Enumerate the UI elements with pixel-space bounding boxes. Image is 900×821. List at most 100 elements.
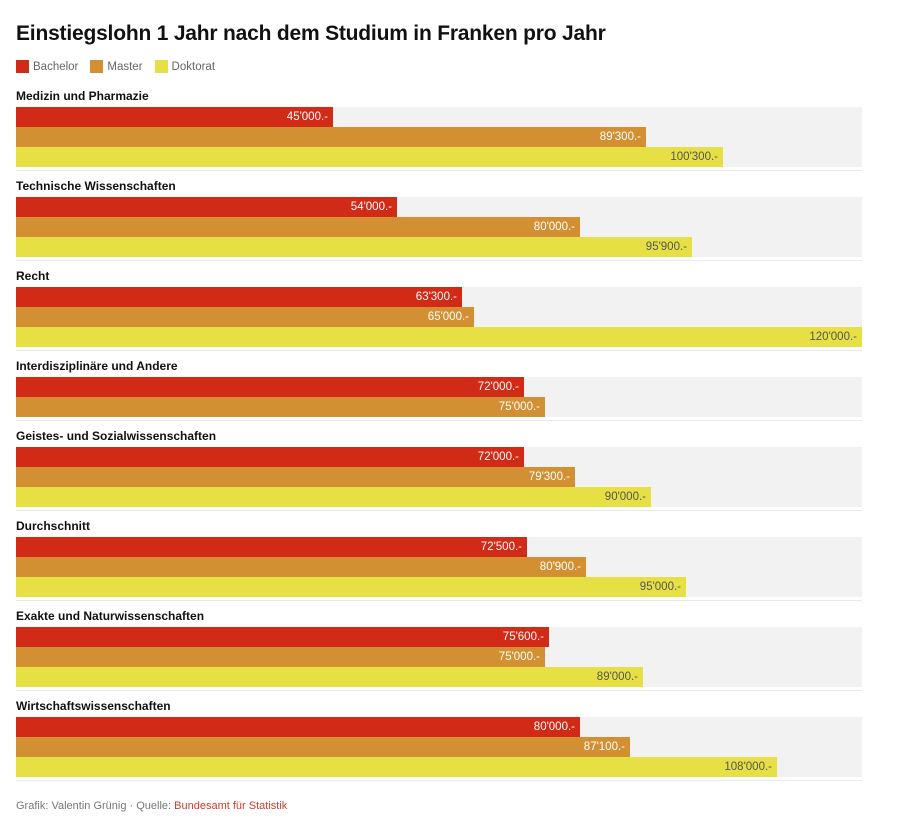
bar-bachelor xyxy=(16,107,333,127)
bar-value-label: 75'600.- xyxy=(502,631,544,643)
bar-bachelor xyxy=(16,377,524,397)
group-divider xyxy=(16,420,862,421)
legend-item-master: Master xyxy=(90,60,143,73)
bar-row-bachelor: 75'600.- xyxy=(16,627,862,647)
bar-master xyxy=(16,737,630,757)
bar-group-durchschnitt: Durchschnitt 72'500.- 80'900.- 95'000.- xyxy=(16,516,862,601)
bar-row-master: 75'000.- xyxy=(16,647,862,667)
bar-group-geistes-und-sozialwissenschaften: Geistes- und Sozialwissenschaften 72'000.… xyxy=(16,426,862,511)
bar-doktorat xyxy=(16,667,643,687)
bar-doktorat xyxy=(16,757,777,777)
bar-value-label: 80'000.- xyxy=(533,221,575,233)
bar-master xyxy=(16,307,474,327)
bar-value-label: 65'000.- xyxy=(427,311,469,323)
bar-track: 63'300.- 65'000.- 120'000.- xyxy=(16,287,862,347)
group-divider xyxy=(16,510,862,511)
bar-row-master: 79'300.- xyxy=(16,467,862,487)
bar-master xyxy=(16,647,545,667)
bar-value-label: 75'000.- xyxy=(498,401,540,413)
bar-value-label: 72'500.- xyxy=(480,541,522,553)
bar-bachelor xyxy=(16,287,462,307)
bar-track: 72'000.- 75'000.- xyxy=(16,377,862,417)
bar-row-doktorat: 108'000.- xyxy=(16,757,862,777)
bar-value-label: 80'900.- xyxy=(539,561,581,573)
bar-row-master: 65'000.- xyxy=(16,307,862,327)
group-label: Durchschnitt xyxy=(16,519,91,533)
bar-track: 45'000.- 89'300.- 100'300.- xyxy=(16,107,862,167)
bar-value-label: 72'000.- xyxy=(477,381,519,393)
bar-value-label: 90'000.- xyxy=(604,491,646,503)
bar-bachelor xyxy=(16,627,549,647)
bar-master xyxy=(16,557,586,577)
bar-row-doktorat: 95'000.- xyxy=(16,577,862,597)
bar-doktorat xyxy=(16,327,862,347)
legend-label-doktorat: Doktorat xyxy=(171,60,216,73)
group-label: Technische Wissenschaften xyxy=(16,179,176,193)
bar-master xyxy=(16,127,646,147)
bar-value-label: 87'100.- xyxy=(583,741,625,753)
bar-track: 72'500.- 80'900.- 95'000.- xyxy=(16,537,862,597)
group-label: Exakte und Naturwissenschaften xyxy=(16,609,205,623)
bar-row-bachelor: 80'000.- xyxy=(16,717,862,737)
group-label: Geistes- und Sozialwissenschaften xyxy=(16,429,217,443)
bar-doktorat xyxy=(16,577,686,597)
bar-row-doktorat: 89'000.- xyxy=(16,667,862,687)
bar-value-label: 108'000.- xyxy=(724,761,772,773)
bar-bachelor xyxy=(16,717,580,737)
bar-value-label: 79'300.- xyxy=(528,471,570,483)
footer: Grafik: Valentin Grünig · Quelle: Bundes… xyxy=(16,800,287,812)
bar-master xyxy=(16,217,580,237)
bar-row-doktorat: 95'900.- xyxy=(16,237,862,257)
footer-credit: Grafik: Valentin Grünig · Quelle: xyxy=(16,800,175,812)
group-divider xyxy=(16,780,862,781)
legend-item-doktorat: Doktorat xyxy=(154,60,216,73)
legend: Bachelor Master Doktorat xyxy=(16,60,227,73)
group-divider xyxy=(16,170,862,171)
bar-row-bachelor: 72'500.- xyxy=(16,537,862,557)
bar-row-master: 80'000.- xyxy=(16,217,862,237)
bar-row-bachelor: 54'000.- xyxy=(16,197,862,217)
group-divider xyxy=(16,350,862,351)
bar-bachelor xyxy=(16,537,527,557)
bar-value-label: 45'000.- xyxy=(286,111,328,123)
bar-row-bachelor: 72'000.- xyxy=(16,447,862,467)
group-label: Wirtschaftswissenschaften xyxy=(16,699,171,713)
legend-label-master: Master xyxy=(107,60,143,73)
bar-row-bachelor: 45'000.- xyxy=(16,107,862,127)
bar-value-label: 63'300.- xyxy=(415,291,457,303)
bar-value-label: 54'000.- xyxy=(350,201,392,213)
legend-swatch-master xyxy=(90,60,104,73)
bar-bachelor xyxy=(16,197,397,217)
bar-track: 72'000.- 79'300.- 90'000.- xyxy=(16,447,862,507)
group-label: Interdisziplinäre und Andere xyxy=(16,359,178,373)
group-divider xyxy=(16,600,862,601)
bar-master xyxy=(16,397,545,417)
bar-row-doktorat: 120'000.- xyxy=(16,327,862,347)
bar-row-doktorat: 90'000.- xyxy=(16,487,862,507)
bar-value-label: 120'000.- xyxy=(809,331,857,343)
bar-row-master: 75'000.- xyxy=(16,397,862,417)
bar-value-label: 95'900.- xyxy=(645,241,687,253)
bar-doktorat xyxy=(16,487,651,507)
chart-title: Einstiegslohn 1 Jahr nach dem Studium in… xyxy=(16,22,606,45)
legend-swatch-doktorat xyxy=(154,60,168,73)
bar-value-label: 100'300.- xyxy=(670,151,718,163)
bar-row-bachelor: 63'300.- xyxy=(16,287,862,307)
legend-swatch-bachelor xyxy=(16,60,29,73)
group-label: Medizin und Pharmazie xyxy=(16,89,149,103)
bar-value-label: 72'000.- xyxy=(477,451,519,463)
bar-row-bachelor: 72'000.- xyxy=(16,377,862,397)
source-link[interactable]: Bundesamt für Statistik xyxy=(174,800,288,812)
legend-item-bachelor: Bachelor xyxy=(16,60,78,73)
bar-value-label: 89'300.- xyxy=(599,131,641,143)
bar-group-technische-wissenschaften: Technische Wissenschaften 54'000.- 80'000.… xyxy=(16,176,862,261)
bar-row-doktorat: 100'300.- xyxy=(16,147,862,167)
bar-group-wirtschaftswissenschaften: Wirtschaftswissenschaften 80'000.- 87'100.… xyxy=(16,696,862,781)
bar-row-master: 80'900.- xyxy=(16,557,862,577)
bar-value-label: 75'000.- xyxy=(498,651,540,663)
bar-track: 75'600.- 75'000.- 89'000.- xyxy=(16,627,862,687)
bar-track: 80'000.- 87'100.- 108'000.- xyxy=(16,717,862,777)
bar-group-interdisziplinäre-und-andere: Interdisziplinäre und Andere 72'000.- 75'0… xyxy=(16,356,862,421)
legend-label-bachelor: Bachelor xyxy=(33,60,79,73)
group-label: Recht xyxy=(16,269,50,283)
